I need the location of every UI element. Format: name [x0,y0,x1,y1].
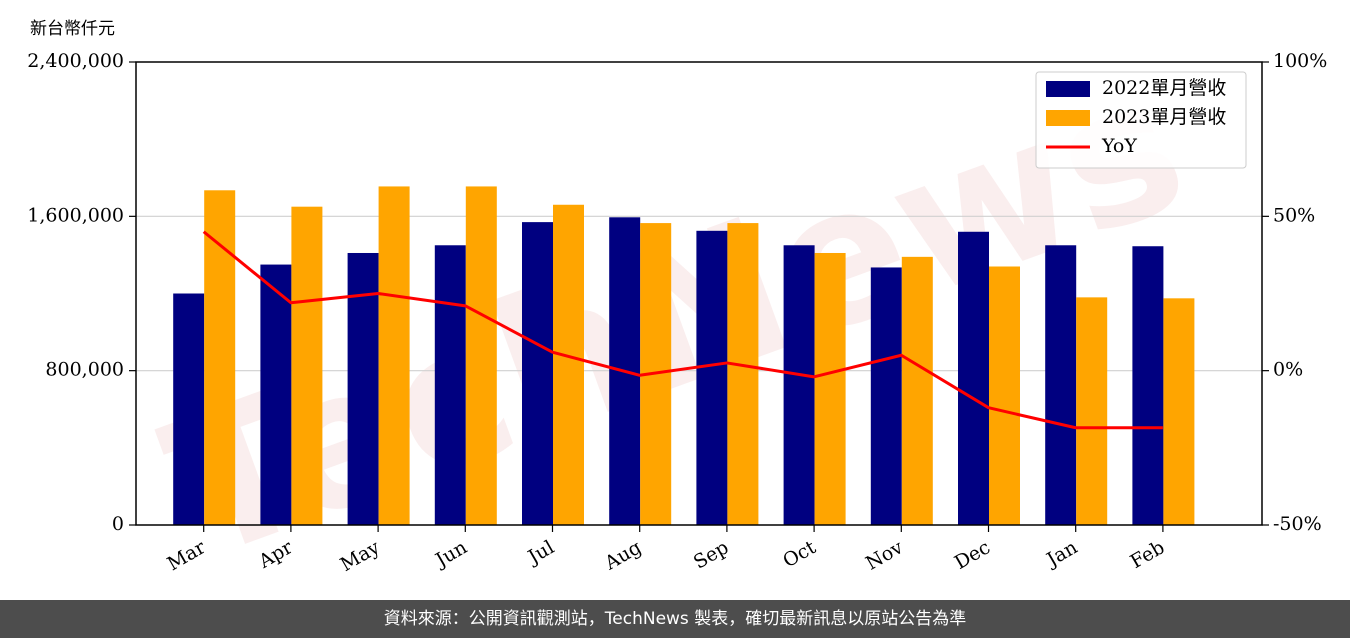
bar-2022-mar [173,293,205,525]
bar-2023-jan [1076,297,1108,525]
bar-2023-dec [989,266,1020,525]
right-tick-label: 0% [1273,359,1303,381]
bar-2022-apr [260,264,292,525]
revenue-chart: TechNews 0800,0001,600,0002,400,000-50%0… [27,33,1327,600]
y-axis-unit-label: 新台幣仟元 [30,19,115,39]
x-tick-label: Sep [690,536,733,573]
bar-2023-sep [727,223,759,525]
bar-2023-jul [553,204,584,525]
bar-2023-mar [204,190,236,525]
bar-2022-may [347,252,379,526]
legend-label: YoY [1101,135,1137,157]
legend-swatch [1046,81,1090,97]
bar-2023-feb [1163,298,1195,525]
yoy-line [202,230,1163,430]
x-tick-label: Jun [430,536,471,572]
x-tick-label: Nov [862,536,907,575]
bar-2023-jun [465,186,497,525]
x-tick-label: Feb [1127,536,1169,573]
legend-swatch [1046,110,1090,126]
x-tick-label: Oct [779,536,820,572]
bar-2022-feb [1132,246,1164,525]
right-tick-label: 100% [1273,50,1327,72]
bar-2022-nov [870,267,902,525]
bar-2022-jan [1045,245,1077,526]
bar-2023-nov [901,256,933,525]
left-tick-label: 2,400,000 [27,50,124,72]
legend-label: 2023單月營收 [1102,106,1226,128]
left-tick-label: 800,000 [45,359,124,381]
bar-2023-oct [814,252,846,526]
right-tick-label: 50% [1273,204,1315,226]
plot-frame [135,61,1263,526]
legend-label: 2022單月營收 [1102,77,1226,99]
bar-2022-jul [522,222,553,525]
left-tick-label: 0 [112,513,124,535]
x-tick-label: Jan [1041,536,1081,572]
source-footer: 資料來源：公開資訊觀測站，TechNews 製表，確切最新訊息以原站公告為準 [0,600,1350,638]
bar-2022-dec [958,231,989,525]
bar-2023-apr [291,206,323,525]
bar-2022-sep [696,230,728,526]
x-tick-label: Dec [951,536,994,574]
right-tick-label: -50% [1273,513,1322,535]
bar-2023-may [378,186,410,525]
x-tick-label: Aug [600,536,645,575]
bar-2022-oct [783,245,815,526]
x-tick-label: Jul [523,536,558,569]
bar-2022-jun [434,245,466,526]
left-tick-label: 1,600,000 [27,204,124,226]
